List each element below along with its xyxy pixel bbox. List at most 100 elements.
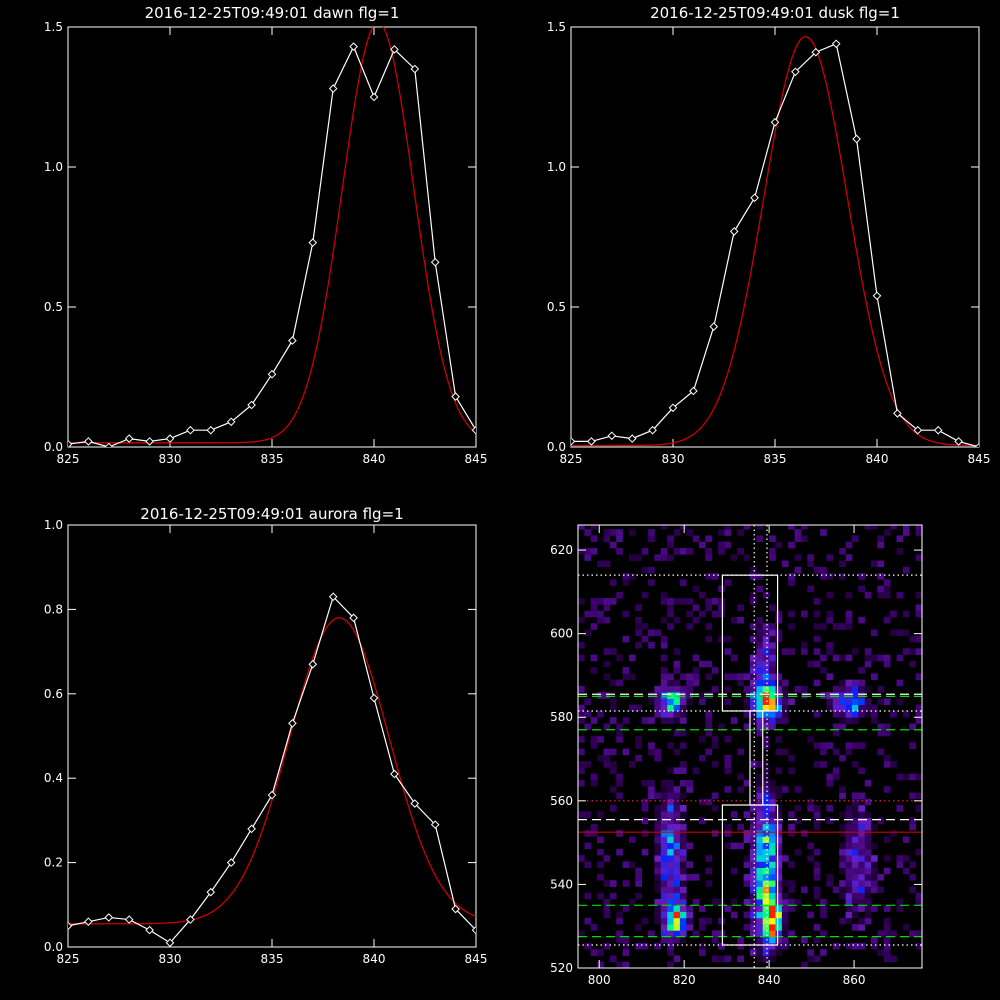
heatmap-cell <box>616 779 623 787</box>
heatmap-cell <box>679 767 687 774</box>
heatmap-cell <box>813 679 821 687</box>
heatmap-cell <box>871 560 878 568</box>
heatmap-cell <box>762 924 770 931</box>
heatmap-cell <box>629 899 636 906</box>
heatmap-cell <box>769 892 776 900</box>
heatmap-cell <box>902 836 910 843</box>
heatmap-cell <box>667 880 674 887</box>
data-point-marker <box>349 613 358 623</box>
heatmap-cell <box>826 591 834 599</box>
heatmap-cell <box>858 585 865 593</box>
data-point-marker <box>587 437 596 446</box>
data-point-marker <box>451 904 460 914</box>
heatmap-cell <box>788 767 795 774</box>
heatmap-cell <box>597 892 604 900</box>
heatmap-cell <box>578 704 585 712</box>
heatmap-cell <box>909 742 916 749</box>
heatmap-cell <box>667 786 674 793</box>
heatmap-cell <box>667 685 674 693</box>
heatmap-cell <box>832 654 840 662</box>
heatmap-cell <box>769 554 776 561</box>
y-tick-label: 0.5 <box>547 300 566 314</box>
heatmap-cell <box>629 673 636 680</box>
heatmap-cell <box>896 773 904 781</box>
heatmap-cell <box>851 861 859 868</box>
heatmap-cell <box>813 742 821 749</box>
heatmap-cell <box>750 685 757 693</box>
data-point-marker <box>933 425 943 435</box>
heatmap-cell <box>851 892 859 900</box>
heatmap-cell <box>883 761 891 768</box>
heatmap-cell <box>743 836 751 843</box>
heatmap-cell <box>578 930 585 937</box>
data-line <box>571 42 979 447</box>
heatmap-cell <box>769 660 776 668</box>
x-tick-label: 820 <box>673 973 696 987</box>
heatmap-cell <box>769 830 776 837</box>
heatmap-cell <box>762 917 770 925</box>
heatmap-cell <box>616 591 623 599</box>
heatmap-cell <box>737 529 744 536</box>
heatmap-cell <box>781 786 789 793</box>
heatmap-cell <box>597 754 604 762</box>
heatmap-cell <box>597 861 604 868</box>
heatmap-cell <box>915 604 922 611</box>
data-point-marker <box>186 915 195 924</box>
heatmap-cell <box>839 623 846 630</box>
heatmap-cell <box>915 591 922 599</box>
heatmap-cell <box>781 855 789 862</box>
heatmap-cell <box>781 748 789 756</box>
heatmap-cell <box>654 692 662 699</box>
heatmap-cell <box>673 861 681 868</box>
heatmap-cell <box>788 698 795 705</box>
chart-title: 2016-12-25T09:49:01 dawn flg=1 <box>145 4 400 22</box>
heatmap-cell <box>877 729 885 737</box>
heatmap-cell <box>737 748 744 756</box>
heatmap-cell <box>864 892 872 900</box>
heatmap-cell <box>730 654 738 662</box>
heatmap-cell <box>877 817 885 825</box>
heatmap-cell <box>813 817 821 825</box>
heatmap-cell <box>660 917 668 925</box>
heatmap-cell <box>883 579 891 586</box>
heatmap-cell <box>737 548 744 555</box>
heatmap-cell <box>699 924 706 931</box>
heatmap-cell <box>826 692 834 699</box>
heatmap-cell <box>883 698 891 705</box>
heatmap-cell <box>679 717 687 724</box>
heatmap-cell <box>902 648 910 655</box>
data-point-marker <box>206 425 216 435</box>
heatmap-cell <box>673 792 681 800</box>
heatmap-cell <box>622 573 630 580</box>
heatmap-cell <box>845 591 853 599</box>
heatmap-cell <box>762 591 770 599</box>
heatmap-cell <box>871 654 878 662</box>
heatmap-cell <box>622 961 630 968</box>
heatmap-cell <box>654 848 662 856</box>
heatmap-cell <box>756 805 764 812</box>
heatmap-cell <box>858 823 865 831</box>
heatmap-cell <box>686 779 693 787</box>
heatmap-cell <box>648 642 655 649</box>
heatmap-cell <box>762 867 770 875</box>
heatmap-cell <box>635 629 642 637</box>
heatmap-cell <box>667 767 674 774</box>
heatmap-cell <box>877 573 885 580</box>
heatmap-cell <box>820 761 827 768</box>
heatmap-cell <box>864 880 872 887</box>
heatmap-cell <box>667 698 674 705</box>
heatmap-cell <box>679 817 687 825</box>
heatmap-cell <box>775 805 783 812</box>
panel-dusk: 2016-12-25T09:49:01 dusk flg=1 825 830 835… <box>547 4 991 466</box>
heatmap-cell <box>769 692 776 699</box>
heatmap-cell <box>673 892 681 900</box>
heatmap-cell <box>775 692 783 699</box>
heatmap-cell <box>609 529 617 536</box>
heatmap-cell <box>635 942 642 950</box>
heatmap-cell <box>896 679 904 687</box>
heatmap-cell <box>648 529 655 536</box>
heatmap-cell <box>769 779 776 787</box>
heatmap-cell <box>813 874 821 881</box>
heatmap-cell <box>711 899 719 906</box>
heatmap-cell <box>877 748 885 756</box>
